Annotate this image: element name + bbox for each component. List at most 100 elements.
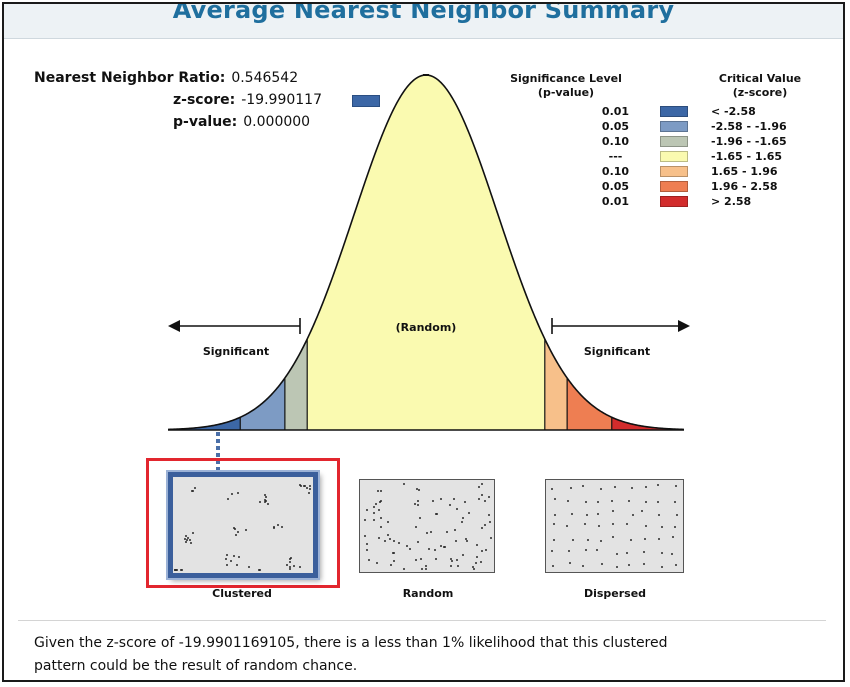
point-dot	[568, 549, 571, 552]
curve-dividers	[239, 74, 613, 430]
point-dot	[456, 558, 459, 561]
point-dot	[300, 484, 303, 487]
point-dot	[480, 483, 483, 486]
point-dot	[380, 489, 383, 492]
point-dot	[265, 495, 268, 498]
point-dot	[378, 501, 381, 504]
point-dot	[248, 566, 251, 569]
legend-p-value: 0.05	[601, 120, 630, 133]
point-dot	[568, 561, 571, 564]
point-dot	[231, 492, 234, 495]
point-dot	[183, 538, 186, 541]
point-dot	[465, 539, 468, 542]
legend-row: 0.01 > 2.58	[0, 195, 850, 210]
point-dot	[671, 535, 674, 538]
point-dot	[656, 501, 659, 504]
point-dot	[675, 563, 678, 566]
point-dot	[481, 526, 484, 529]
band-1.96-1.65	[284, 339, 308, 430]
point-dot	[645, 486, 648, 489]
point-dot	[435, 558, 438, 561]
point-dot	[425, 565, 428, 568]
legend-row: 0.05 -2.58 - -1.96	[0, 120, 850, 135]
point-dot	[461, 553, 464, 556]
selected-pattern-highlight	[146, 458, 340, 588]
point-dot	[457, 565, 460, 568]
significance-header-line2: (p-value)	[537, 86, 595, 99]
z-score-swatch	[352, 95, 380, 107]
band-1.65-1.96	[544, 339, 568, 430]
legend-p-value: ---	[608, 150, 623, 163]
point-dot	[599, 539, 602, 542]
point-dot	[226, 497, 229, 500]
point-dot	[480, 561, 483, 564]
point-dot	[419, 557, 422, 560]
interpretation-line1: Given the z-score of -19.9901169105, the…	[34, 635, 668, 651]
legend-swatch	[660, 196, 688, 207]
title-bar: Average Nearest Neighbor Summary	[4, 4, 843, 39]
point-dot	[644, 524, 647, 527]
point-dot	[393, 551, 396, 554]
point-dot	[581, 485, 584, 488]
point-dot	[232, 527, 235, 530]
point-dot	[468, 512, 471, 515]
point-dot	[674, 484, 677, 487]
point-dot	[476, 555, 479, 558]
legend-p-value: 0.01	[601, 195, 630, 208]
point-dot	[452, 498, 455, 501]
point-dot	[372, 506, 375, 509]
point-dot	[626, 552, 629, 555]
point-dot	[364, 535, 367, 538]
point-dot	[449, 503, 452, 506]
point-dot	[626, 522, 629, 525]
right-arrow-head	[678, 320, 690, 332]
legend-row: 0.10 -1.96 - -1.65	[0, 135, 850, 150]
point-dot	[570, 513, 573, 516]
point-dot	[554, 497, 557, 500]
point-dot	[309, 484, 311, 487]
nn-ratio-row: Nearest Neighbor Ratio: 0.546542	[34, 70, 298, 86]
point-dot	[611, 499, 614, 502]
point-dot	[490, 537, 493, 540]
point-dot	[487, 513, 490, 516]
point-dot	[552, 523, 555, 526]
point-dot	[259, 501, 262, 504]
point-dot	[661, 552, 664, 555]
point-dot	[432, 500, 435, 503]
p-value-value: 0.000000	[243, 114, 311, 130]
point-dot	[308, 491, 311, 494]
point-dot	[584, 523, 587, 526]
left-significant-label: Significant	[202, 345, 270, 358]
point-dot	[600, 488, 603, 491]
point-dot	[658, 537, 661, 540]
point-dot	[289, 557, 292, 560]
point-dot	[484, 499, 487, 502]
left-arrow-head	[168, 320, 180, 332]
point-dot	[473, 568, 476, 571]
legend-p-value: 0.01	[601, 105, 630, 118]
legend-swatch	[660, 151, 688, 162]
point-dot	[631, 514, 634, 517]
point-dot	[305, 487, 308, 490]
point-dot	[409, 547, 412, 550]
significance-header: Significance Level (p-value)	[496, 72, 636, 100]
point-dot	[298, 566, 301, 569]
point-dot	[597, 513, 600, 516]
point-dot	[439, 545, 442, 548]
clustered-label: Clustered	[212, 587, 272, 600]
point-dot	[424, 568, 427, 571]
point-dot	[627, 563, 630, 566]
point-dot	[232, 554, 235, 557]
point-dot	[276, 523, 279, 526]
point-dot	[566, 524, 569, 527]
point-dot	[403, 483, 406, 486]
point-dot	[234, 533, 237, 536]
p-value-label: p-value:	[173, 114, 238, 130]
random-pattern-panel	[359, 479, 495, 573]
legend-swatch	[660, 136, 688, 147]
point-dot	[366, 508, 369, 511]
point-dot	[440, 497, 443, 500]
legend-swatch	[660, 181, 688, 192]
point-dot	[189, 542, 192, 545]
point-dot	[289, 567, 292, 570]
